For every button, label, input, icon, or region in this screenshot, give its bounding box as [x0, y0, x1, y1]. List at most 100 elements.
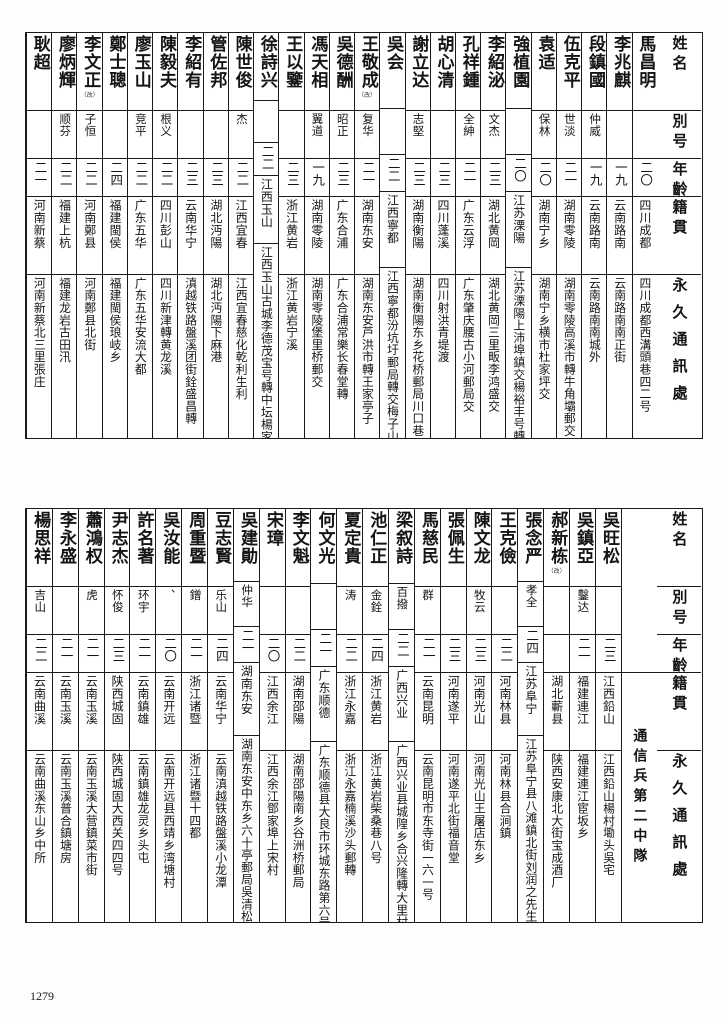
roster-entry-column[interactable]: 周重暨鏳二一 浙江诸暨 浙江诸暨十四都: [181, 509, 208, 922]
cell-age: 二三: [466, 635, 492, 673]
entry-alias: 孝全: [524, 583, 539, 608]
cell-origin: 广东云浮: [455, 197, 481, 275]
cell-name: 胡心清: [430, 33, 455, 111]
entry-age: 二〇: [537, 161, 553, 186]
roster-entry-column[interactable]: 強植園 二〇 江苏溧陽 江苏溧陽上沛埠鎮交楊裕丰号轉: [505, 33, 531, 438]
entry-origin: 湖南零陵: [562, 199, 577, 249]
roster-entry-column[interactable]: 吳德酬 昭正 二三 广东合浦 广东合浦常樂长春堂轉: [328, 33, 355, 438]
roster-entry-column[interactable]: 管佐邦 二三 湖北沔陽 湖北沔陽下麻港: [202, 33, 228, 438]
roster-entry-column[interactable]: 段鎮國 仲威 一九 云南路南 云南路南南城外: [581, 33, 607, 438]
roster-entry-column[interactable]: 張念严 孝全 二四 江苏阜宁 江苏阜宁县八滩鎮北街刘润之先生轉: [517, 509, 544, 922]
roster-entry-column[interactable]: 王克儉 二二 河南林县 河南林县合涧鎮: [491, 509, 518, 922]
cell-name: 吳鎮亞: [570, 509, 595, 587]
roster-entry-column[interactable]: 陳世俊杰二二 江西宜春 江西宜春慈化乾利生利: [227, 33, 254, 438]
entry-alias: 翼道: [310, 113, 325, 137]
cell-address: 福建連江宦坂乡: [570, 751, 595, 922]
roster-entry-column[interactable]: 王以鑒 二三 浙江黄岩 浙江黄岩宁溪: [278, 33, 304, 438]
cell-address: 四川成都西溝頭巷四二号: [633, 275, 657, 438]
entry-age: 二三: [411, 161, 426, 186]
entry-address: 广西兴业县城隍乡合兴隆轉大里村: [394, 743, 409, 923]
roster-entry-column[interactable]: 豆志賢 乐山 二四 云南华宁 云南滇越铁路盤溪小龙潭: [207, 509, 233, 922]
roster-entry-column[interactable]: 宋璋 二〇 江西余江 江西余江鄧家埠上宋村: [258, 509, 285, 922]
cell-alias: 吉山: [27, 587, 52, 635]
roster-entry-column[interactable]: 馮天相 翼道 一九 湖南零陵 湖南零陵堡里桥郵交: [303, 33, 329, 438]
roster-entry-column[interactable]: 楊思祥 吉山 二二 云南曲溪 云南曲溪东山乡中所: [26, 509, 52, 922]
entry-origin: 云南玉溪: [58, 675, 73, 725]
cell-alias: 昭正: [329, 111, 355, 159]
roster-entry-column[interactable]: 徐詩兴 二二 江西玉山 江西玉山古城李德茂宝号轉中坛楊家塘交: [253, 33, 279, 438]
entry-age: 二〇: [265, 637, 281, 662]
cell-address: 浙江黄岩柴桑巷八号: [363, 751, 388, 922]
entry-address: 江西玉山古城李德茂宝号轉中坛楊家塘交: [259, 245, 274, 438]
roster-entry-column[interactable]: 謝立达 志堅 二三 湖南衡陽 湖南衡陽东乡花桥郵局川口巷: [404, 33, 430, 438]
roster-entry-column[interactable]: 耿超 二一 河南新蔡 河南新蔡北三里張庄: [26, 33, 52, 438]
entry-alias: 世淡: [562, 113, 577, 137]
entry-age: 一九: [587, 161, 603, 186]
roster-entry-column[interactable]: 鄭士聰 二四 福建閩侯 福建閩侯琅岐乡: [101, 33, 127, 438]
cell-origin: 云南开远: [156, 673, 182, 751]
roster-entry-column[interactable]: 張佩生 二三 河南遂平 河南遂平北街福音堂: [439, 509, 466, 922]
roster-entry-column[interactable]: 廖玉山 竞平 二二 广东五华 广东五华安流大都: [126, 33, 153, 438]
entry-age: 二一: [317, 632, 333, 658]
roster-entry-column[interactable]: 尹志杰 怀俊 二三 陕西城固 陕西城固大西关四四号: [103, 509, 130, 922]
roster-entry-column[interactable]: 夏定貴涛二二 浙江永嘉 浙江永嘉楠溪沙头郵轉: [336, 509, 363, 922]
entry-address: 湖南东安芦洪市轉王家亭子: [360, 277, 375, 425]
roster-entry-column[interactable]: 何文光 二一 广东顺德 广东顺德县大良市环城东路第六号: [310, 509, 337, 922]
cell-address: 四川射洪青堤渡: [431, 275, 455, 438]
cell-name: 耿超: [27, 33, 52, 111]
roster-entry-column[interactable]: 王敬成 （改） 复华 二一 湖南东安 湖南东安芦洪市轉王家亭子: [354, 33, 380, 438]
roster-entry-column[interactable]: 李文魁 二二 湖南邵陽 湖南邵陽南乡谷洲桥郵局: [284, 509, 311, 922]
roster-entry-column[interactable]: 袁适 保林 二〇 湖南宁乡 湖南宁乡横市杜家坪交: [530, 33, 556, 438]
entry-age: 二二: [385, 157, 401, 183]
cell-name: 管佐邦: [203, 33, 228, 111]
roster-entry-column[interactable]: 蕭鴻权虎二一 云南玉溪 云南玉溪大营鎮菜市街: [77, 509, 104, 922]
roster-entry-column[interactable]: 伍克平 世淡 二一 湖南零陵 湖南零陵高溪市轉牛角壩郵交: [555, 33, 582, 438]
roster-entry-column[interactable]: 吳建勛 仲华 二一 湖南东安 湖南东安中东乡六十亭郵局吳清松轉: [232, 509, 259, 922]
cell-age: 二四: [518, 627, 544, 663]
roster-entry-column[interactable]: 梁叙詩 百撥 二二 广西兴业 广西兴业县城隍乡合兴隆轉大里村: [388, 509, 414, 922]
roster-entry-column[interactable]: 郝新栋 （改） 湖北蘄县 陕西安康北大街宝成酒厂: [543, 509, 570, 922]
roster-entry-column[interactable]: 馬慈民群二一 云南昆明 云南昆明市东寺街一六一号: [413, 509, 440, 922]
cell-origin: 福建上杭: [52, 197, 77, 275]
roster-entry-column[interactable]: 李紹有 二三 云南华宁 滇越铁路盤溪团街銓盛昌轉: [177, 33, 203, 438]
entry-address: 湖南零陵堡里桥郵交: [309, 277, 324, 388]
roster-entry-column[interactable]: 李紹泌 文杰 二三 湖北黄岡 湖北黄岡三里畈李鸿盛交: [480, 33, 506, 438]
cell-origin: 福建連江: [570, 673, 595, 751]
roster-entry-column[interactable]: 孔祥鍾 全紳 二一 广东云浮 广东肇庆腰古小河郵局交: [454, 33, 481, 438]
cell-address: 湖南衡陽东乡花桥郵局川口巷: [406, 275, 430, 438]
cell-age: 二一: [27, 159, 52, 197]
cell-origin: 云南华宁: [208, 673, 233, 751]
roster-entry-column[interactable]: 陳文龙 牧云 二三 河南光山 河南光山王屠店东乡: [465, 509, 492, 922]
cell-header-label-origin: 籍貫: [656, 673, 701, 751]
cell-address: 湖北沔陽下麻港: [204, 275, 228, 438]
roster-entry-column[interactable]: 吳汝能、二〇 云南开远 云南开远县西靖乡湾塘村: [155, 509, 182, 922]
roster-entry-column[interactable]: 吳鎮亞 鑿达 二一 福建連江 福建連江宦坂乡: [569, 509, 595, 922]
roster-entry-column[interactable]: 李永盛 二一 云南玉溪 云南玉溪普合鎮塘房: [51, 509, 78, 922]
roster-entry-column[interactable]: 馬昌明 二〇 四川成都 四川成都西溝頭巷四二号: [631, 33, 657, 438]
cell-header-label-origin: 籍貫: [656, 197, 701, 275]
entry-alias: 杰: [234, 113, 249, 125]
roster-entry-column[interactable]: 吳会 二二 江西寧都 江西寧都汾坑圩郵局轉交梅子山: [379, 33, 405, 438]
entry-name: 池仁正: [366, 511, 387, 565]
roster-entry-column[interactable]: 池仁正 金銓 二四 浙江黄岩 浙江黄岩柴桑巷八号: [362, 509, 389, 922]
roster-entry-column[interactable]: 李兆麒 一九 云南路南 云南路南南正街: [606, 33, 632, 438]
roster-entry-column[interactable]: 李文正 （改） 子恒 二二 河南鄭县 河南鄭县北街: [76, 33, 102, 438]
entry-age: 二〇: [162, 637, 178, 662]
cell-age: 一九: [582, 159, 607, 197]
roster-entry-column[interactable]: 胡心清 二三 四川蓬溪 四川射洪青堤渡: [429, 33, 455, 438]
cell-origin: 江西寧都: [380, 192, 405, 269]
cell-origin: 河南新蔡: [27, 197, 52, 275]
cell-age: 二一: [182, 635, 208, 673]
cell-name: 蕭鴻权: [78, 509, 104, 587]
entry-origin: 广东五华: [133, 199, 148, 249]
entry-origin: 福建上杭: [57, 199, 72, 249]
entry-name: 徐詩兴: [256, 35, 277, 89]
cell-alias: [632, 111, 657, 159]
entry-address: 江西鉛山楊村墈头吳宅: [601, 753, 616, 876]
cell-name: 王以鑒: [279, 33, 304, 111]
roster-entry-column[interactable]: 廖炳輝 顺芬 二二 福建上杭 福建龙岩古田汛: [51, 33, 77, 438]
roster-entry-column[interactable]: 陳毅夫 根义 二二 四川彭山 四川新津轉黄龙溪: [152, 33, 178, 438]
roster-entry-column[interactable]: 許名著 环宇 二一 云南鎮雄 云南鎮雄龙灵乡头屯: [129, 509, 156, 922]
roster-entry-column[interactable]: 吳旺松 二三 江西鉛山 江西鉛山楊村墈头吳宅: [594, 509, 621, 922]
entry-name: 段鎮國: [584, 35, 605, 89]
